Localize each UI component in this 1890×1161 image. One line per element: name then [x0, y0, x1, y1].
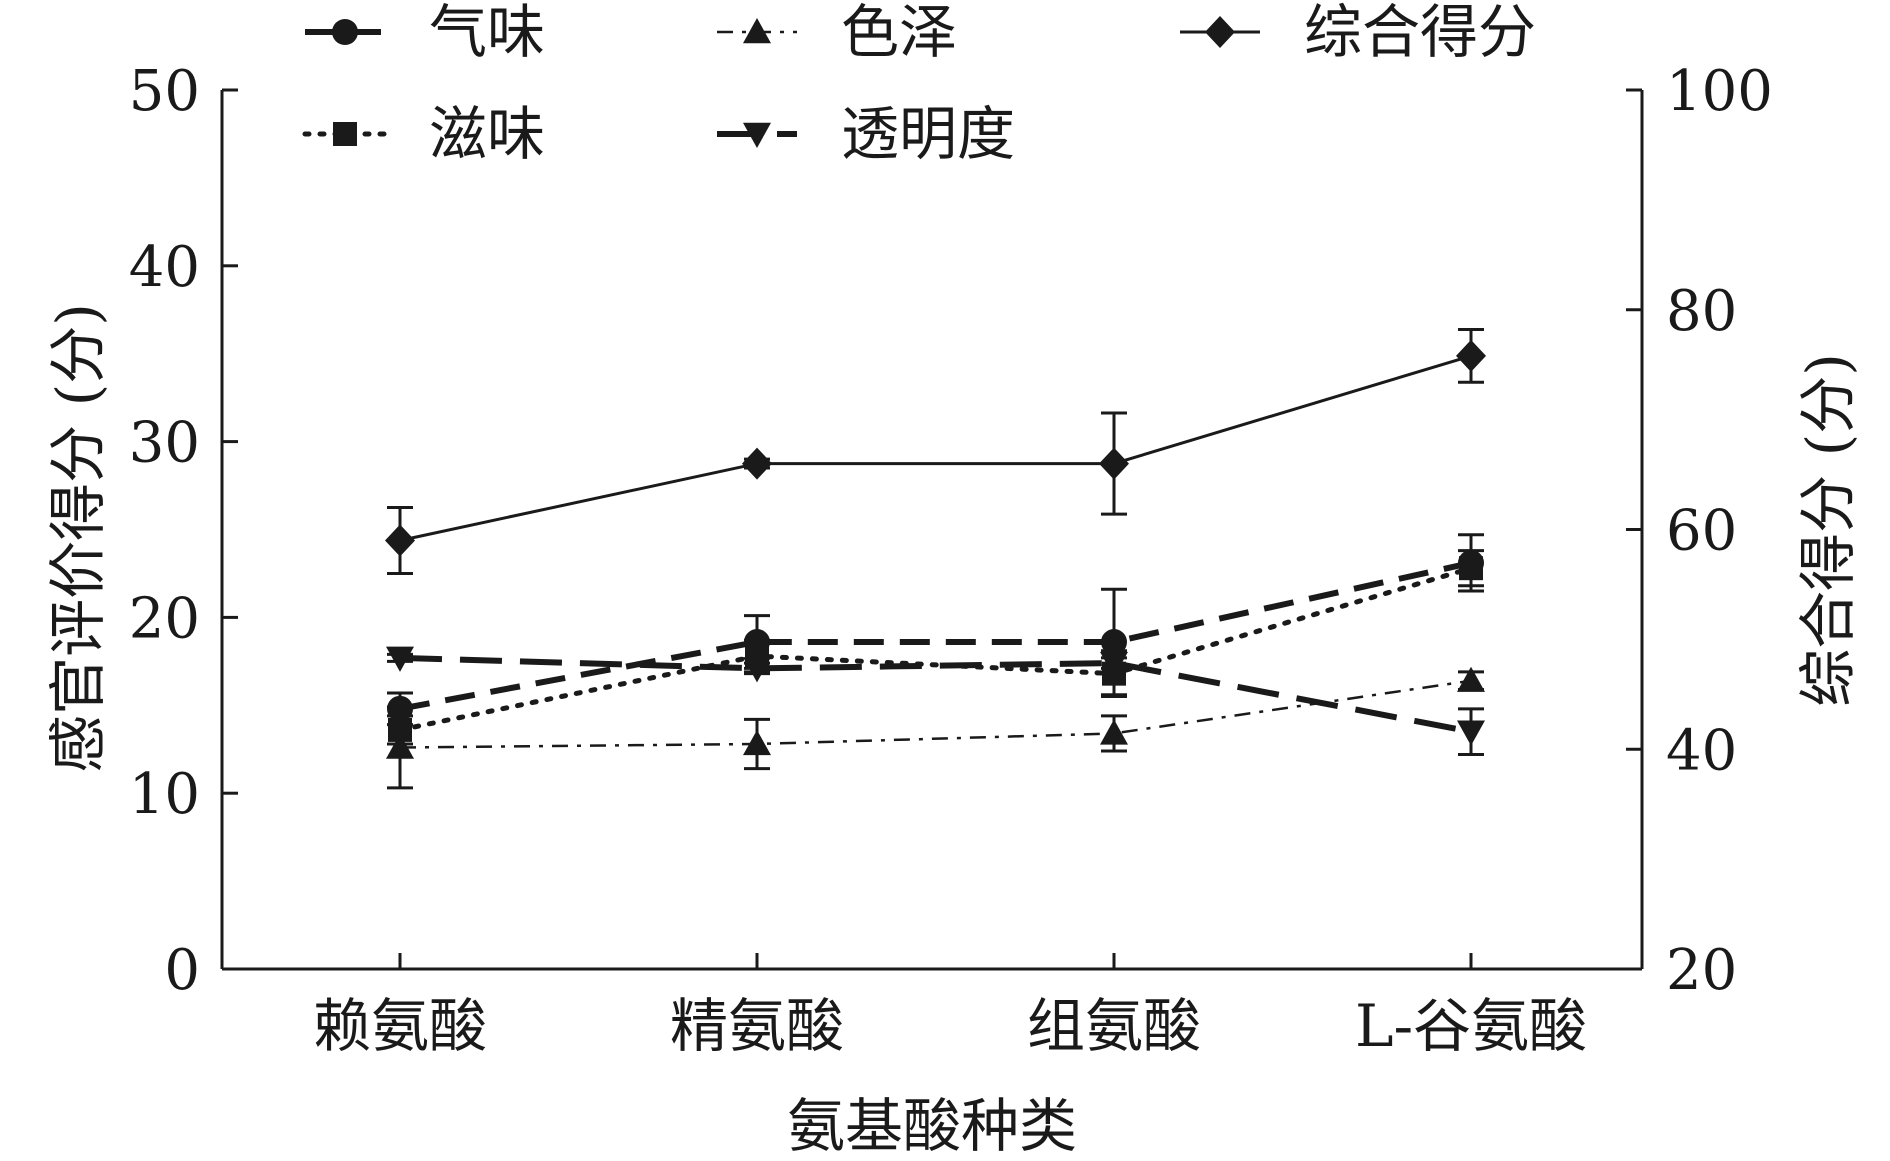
series-5 — [385, 328, 1486, 575]
right-y-tick-label: 80 — [1666, 279, 1737, 344]
left-y-tick-label: 50 — [129, 59, 200, 124]
data-point — [743, 657, 771, 683]
x-axis-title: 氨基酸种类 — [787, 1092, 1077, 1160]
x-category-label: L-谷氨酸 — [1355, 992, 1587, 1060]
legend-label: 气味 — [429, 0, 545, 66]
legend-item: 透明度 — [717, 100, 1015, 168]
legend-item: 色泽 — [717, 0, 957, 66]
left-y-tick-label: 20 — [129, 586, 200, 651]
left-y-axis-title: 感官评价得分 (分) — [44, 303, 112, 773]
data-point — [1459, 556, 1483, 581]
left-y-tick-label: 0 — [164, 938, 200, 1003]
legend-swatch-marker — [743, 18, 771, 44]
x-category-label: 组氨酸 — [1027, 992, 1201, 1060]
data-point — [743, 729, 771, 756]
legend-label: 滋味 — [429, 100, 545, 168]
legend-label: 综合得分 — [1304, 0, 1536, 66]
legend-swatch-marker — [332, 19, 358, 45]
legend-item: 综合得分 — [1180, 0, 1536, 66]
data-point — [1456, 339, 1486, 372]
series-2 — [387, 549, 1484, 746]
series-line — [397, 565, 1474, 733]
left-y-tick-label: 30 — [129, 411, 200, 476]
x-category-label: 赖氨酸 — [313, 992, 487, 1060]
left-y-tick-label: 10 — [129, 762, 200, 827]
data-point — [386, 733, 414, 759]
data-point — [1457, 666, 1485, 692]
x-category-label: 精氨酸 — [670, 992, 844, 1060]
series-4 — [386, 646, 1485, 757]
legend-label: 色泽 — [841, 0, 957, 66]
series-layer — [385, 328, 1486, 790]
data-point — [742, 447, 772, 480]
series-line — [399, 679, 1472, 749]
right-y-tick-label: 100 — [1666, 59, 1773, 124]
legend-swatch-marker — [743, 122, 771, 148]
series-3 — [386, 666, 1485, 790]
right-y-tick-label: 40 — [1666, 718, 1737, 783]
left-y-tick-label: 40 — [129, 235, 200, 300]
right-y-tick-label: 20 — [1666, 938, 1737, 1003]
right-y-axis-title: 综合得分 (分) — [1794, 353, 1862, 707]
data-point — [1099, 447, 1129, 480]
legend-label: 透明度 — [841, 100, 1015, 168]
data-point — [386, 646, 414, 672]
axes: 0 10 20 30 40 50 20 40 60 80 100 赖氨酸 精氨酸 组氨酸 L-谷氨酸氨基酸种… — [44, 59, 1862, 1160]
legend-item: 气味 — [305, 0, 545, 66]
legend-item: 滋味 — [302, 100, 545, 168]
legend-swatch-marker — [1205, 16, 1235, 48]
data-point — [1100, 719, 1128, 745]
series-1 — [387, 533, 1484, 727]
right-y-tick-label: 60 — [1666, 499, 1737, 564]
series-line — [399, 559, 1472, 712]
data-point — [1100, 651, 1128, 678]
data-point — [385, 524, 415, 557]
data-point — [1457, 720, 1485, 746]
legend-swatch-marker — [333, 122, 357, 146]
data-point — [1101, 629, 1127, 656]
series-line — [399, 354, 1472, 542]
